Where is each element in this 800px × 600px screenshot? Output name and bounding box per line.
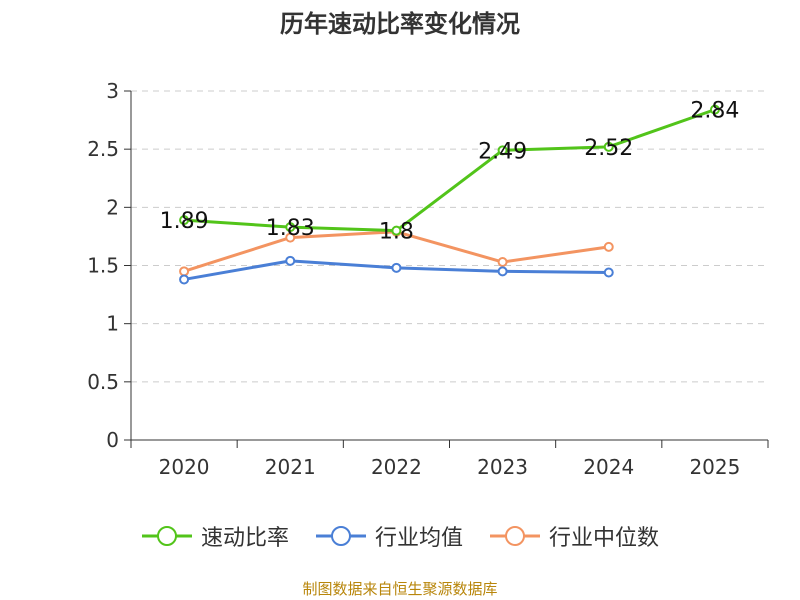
x-tick-label: 2022 bbox=[371, 455, 422, 479]
legend-item[interactable]: 速动比率 bbox=[141, 520, 289, 552]
data-point bbox=[285, 255, 296, 266]
data-point bbox=[603, 241, 614, 252]
data-label: 1.89 bbox=[160, 209, 209, 234]
data-point bbox=[603, 141, 614, 152]
y-tick-label: 0 bbox=[106, 428, 119, 452]
data-point bbox=[285, 232, 296, 243]
axis-layer: 0 0.5 1 1.5 2 2.5 3 2020 2021 2022 2023 2024 2025 bbox=[87, 79, 769, 479]
series-layer bbox=[179, 104, 720, 285]
legend: 速动比率 行业均值 行业中位数 bbox=[0, 520, 800, 552]
legend-label: 速动比率 bbox=[200, 526, 289, 551]
x-tick-label: 2025 bbox=[689, 455, 740, 479]
legend-label: 行业中位数 bbox=[549, 526, 660, 551]
data-point bbox=[179, 266, 190, 277]
data-point bbox=[497, 257, 508, 268]
x-tick-label: 2024 bbox=[583, 455, 634, 479]
data-label: 2.84 bbox=[690, 99, 739, 124]
y-tick-label: 1 bbox=[106, 312, 119, 336]
y-tick-label: 0.5 bbox=[87, 370, 119, 394]
x-tick-label: 2021 bbox=[265, 455, 316, 479]
legend-line-icon bbox=[141, 526, 192, 546]
data-point bbox=[391, 225, 402, 236]
x-tick-label: 2023 bbox=[477, 455, 528, 479]
legend-line-icon bbox=[315, 526, 366, 546]
y-tick-label: 2 bbox=[106, 195, 119, 219]
data-point bbox=[497, 145, 508, 156]
series-line-速动比率 bbox=[183, 108, 716, 233]
y-tick-label: 1.5 bbox=[87, 254, 119, 278]
data-label: 2.52 bbox=[584, 136, 633, 161]
data-point bbox=[391, 262, 402, 273]
legend-item[interactable]: 行业中位数 bbox=[489, 520, 659, 552]
y-tick-label: 3 bbox=[106, 79, 119, 103]
data-point bbox=[179, 274, 190, 285]
x-tick-label: 2020 bbox=[159, 455, 210, 479]
legend-item[interactable]: 行业均值 bbox=[315, 520, 463, 552]
data-point bbox=[497, 266, 508, 277]
legend-line-icon bbox=[490, 526, 540, 546]
data-label: 1.8 bbox=[379, 220, 414, 245]
chart-title: 历年速动比率变化情况 bbox=[280, 10, 520, 38]
data-point bbox=[179, 215, 190, 226]
grid-layer bbox=[131, 90, 768, 383]
data-label-layer: 1.89 1.83 1.8 2.49 2.52 2.84 bbox=[160, 99, 740, 245]
data-label: 2.49 bbox=[478, 139, 527, 164]
data-label: 1.83 bbox=[266, 216, 315, 241]
data-point bbox=[285, 222, 296, 233]
data-point bbox=[709, 104, 720, 115]
source-note: 制图数据来自恒生聚源数据库 bbox=[302, 580, 498, 598]
data-point bbox=[603, 267, 614, 278]
y-tick-label: 2.5 bbox=[87, 137, 119, 161]
legend-label: 行业均值 bbox=[374, 526, 463, 551]
